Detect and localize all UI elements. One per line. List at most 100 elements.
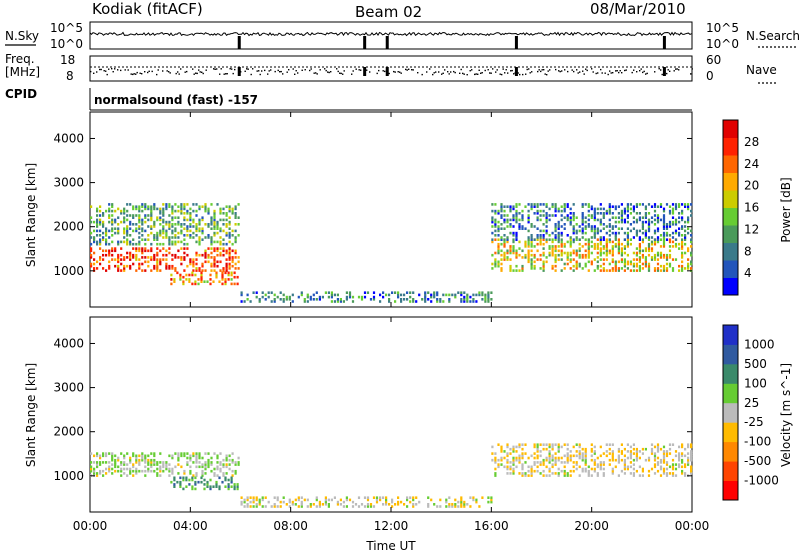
data-cell — [662, 450, 666, 453]
data-cell — [403, 293, 406, 297]
freq-point — [301, 69, 303, 71]
data-cell — [230, 271, 233, 275]
data-cell — [536, 249, 539, 253]
data-cell — [671, 443, 675, 446]
data-cell — [635, 269, 638, 272]
data-cell — [201, 238, 204, 241]
data-cell — [183, 218, 186, 222]
data-cell — [224, 476, 227, 480]
data-cell — [578, 445, 581, 449]
data-cell — [566, 258, 569, 261]
data-cell — [159, 212, 162, 215]
data-cell — [206, 480, 209, 484]
data-cell — [644, 256, 647, 259]
data-cell — [132, 247, 135, 250]
data-cell — [90, 242, 93, 246]
data-cell — [236, 282, 239, 286]
data-cell — [687, 203, 690, 206]
data-cell — [174, 227, 177, 230]
data-cell — [427, 503, 430, 506]
data-cell — [512, 450, 515, 453]
data-cell — [614, 269, 617, 272]
data-cell — [678, 458, 681, 462]
data-cell — [357, 496, 361, 499]
data-cell — [656, 456, 660, 460]
data-cell — [363, 496, 367, 499]
data-cell — [681, 267, 684, 270]
data-cell — [129, 214, 132, 217]
data-cell — [527, 220, 530, 224]
data-cell — [306, 293, 309, 297]
data-cell — [635, 258, 638, 261]
data-cell — [222, 458, 225, 462]
data-cell — [198, 223, 201, 226]
data-cell — [512, 251, 515, 255]
data-cell — [545, 238, 548, 241]
data-cell — [641, 231, 644, 235]
data-cell — [690, 267, 693, 270]
nsky-tick-bottom: 10^0 — [50, 37, 83, 51]
data-cell — [203, 487, 206, 491]
data-cell — [165, 234, 168, 237]
data-cell — [108, 465, 111, 469]
velocity-scatter — [90, 443, 693, 508]
data-cell — [638, 269, 641, 272]
data-cell — [581, 267, 584, 270]
data-cell — [596, 212, 599, 215]
data-cell — [527, 209, 530, 213]
data-cell — [171, 212, 174, 215]
data-cell — [629, 269, 632, 272]
data-cell — [602, 251, 605, 255]
data-cell — [551, 205, 554, 208]
data-cell — [150, 247, 153, 250]
velocity-colorbar-label: Velocity [m s^-1] — [779, 363, 793, 467]
data-cell — [165, 205, 168, 208]
data-cell — [123, 227, 126, 230]
data-cell — [460, 498, 463, 502]
data-cell — [195, 258, 198, 261]
data-cell — [234, 212, 237, 215]
data-cell — [156, 463, 159, 466]
data-cell — [475, 293, 478, 297]
data-cell — [147, 256, 150, 259]
data-cell — [671, 258, 675, 261]
data-cell — [494, 458, 497, 462]
data-cell — [102, 461, 105, 464]
data-cell — [469, 300, 472, 303]
data-cell — [150, 249, 153, 253]
data-cell — [512, 238, 515, 241]
data-cell — [433, 503, 436, 506]
data-cell — [135, 214, 138, 217]
data-cell — [497, 463, 500, 466]
data-cell — [617, 220, 620, 224]
data-cell — [563, 267, 566, 270]
data-cell — [668, 205, 672, 208]
data-cell — [681, 256, 684, 259]
freq-point — [429, 68, 431, 70]
colorbar-swatch — [723, 190, 738, 208]
data-cell — [614, 216, 617, 219]
data-cell — [135, 454, 138, 458]
data-cell — [678, 227, 681, 230]
data-cell — [460, 291, 463, 294]
data-cell — [170, 480, 173, 484]
data-cell — [469, 505, 472, 508]
data-cell — [168, 454, 171, 458]
data-cell — [665, 231, 669, 235]
data-cell — [611, 443, 614, 446]
freq-point — [460, 68, 462, 71]
data-cell — [668, 245, 672, 248]
data-cell — [647, 245, 651, 248]
data-cell — [690, 458, 693, 462]
data-cell — [108, 249, 111, 253]
data-cell — [99, 223, 102, 226]
data-cell — [102, 454, 105, 458]
data-cell — [173, 476, 176, 480]
data-cell — [653, 223, 657, 226]
data-cell — [180, 256, 183, 259]
data-cell — [218, 485, 221, 488]
data-cell — [641, 256, 644, 259]
data-cell — [418, 500, 421, 504]
data-cell — [156, 207, 159, 211]
data-cell — [575, 249, 578, 253]
